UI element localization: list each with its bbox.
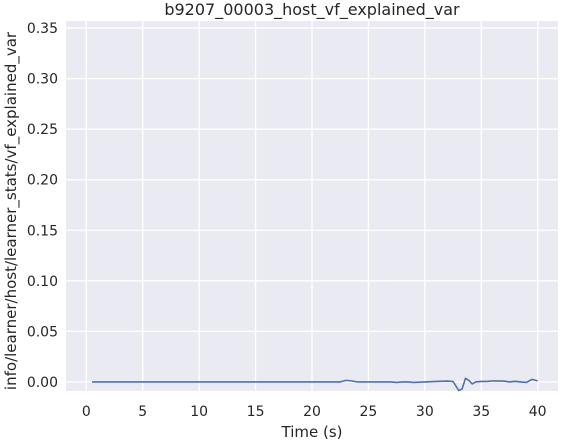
x-tick-label: 20 xyxy=(303,404,321,420)
chart-title: b9207_00003_host_vf_explained_var xyxy=(164,0,460,20)
x-tick-label: 40 xyxy=(529,404,547,420)
x-axis-label: Time (s) xyxy=(281,423,343,441)
series-layer xyxy=(91,377,538,392)
x-tick-label: 30 xyxy=(416,404,434,420)
series-line xyxy=(91,377,538,392)
y-tick-label: 0.00 xyxy=(27,375,58,391)
x-tick-label: 15 xyxy=(247,404,265,420)
y-tick-label: 0.25 xyxy=(27,122,58,138)
y-tick-label: 0.10 xyxy=(27,274,58,290)
x-gridlines xyxy=(85,21,539,391)
y-axis-label: info/learner/host/learner_stats/vf_expla… xyxy=(2,31,21,390)
y-tick-labels: 0.00 0.05 0.10 0.15 0.20 0.25 0.30 0.35 xyxy=(27,21,58,391)
y-tick-label: 0.05 xyxy=(27,324,58,340)
x-tick-label: 35 xyxy=(472,404,490,420)
x-tick-label: 25 xyxy=(360,404,378,420)
y-tick-label: 0.20 xyxy=(27,173,58,189)
y-tick-label: 0.30 xyxy=(27,72,58,88)
x-tick-label: 5 xyxy=(138,404,147,420)
x-tick-labels: 0 5 10 15 20 25 30 35 40 xyxy=(82,404,547,420)
x-tick-label: 0 xyxy=(82,404,91,420)
y-tick-label: 0.15 xyxy=(27,223,58,239)
y-tick-label: 0.35 xyxy=(27,21,58,37)
x-tick-label: 10 xyxy=(190,404,208,420)
